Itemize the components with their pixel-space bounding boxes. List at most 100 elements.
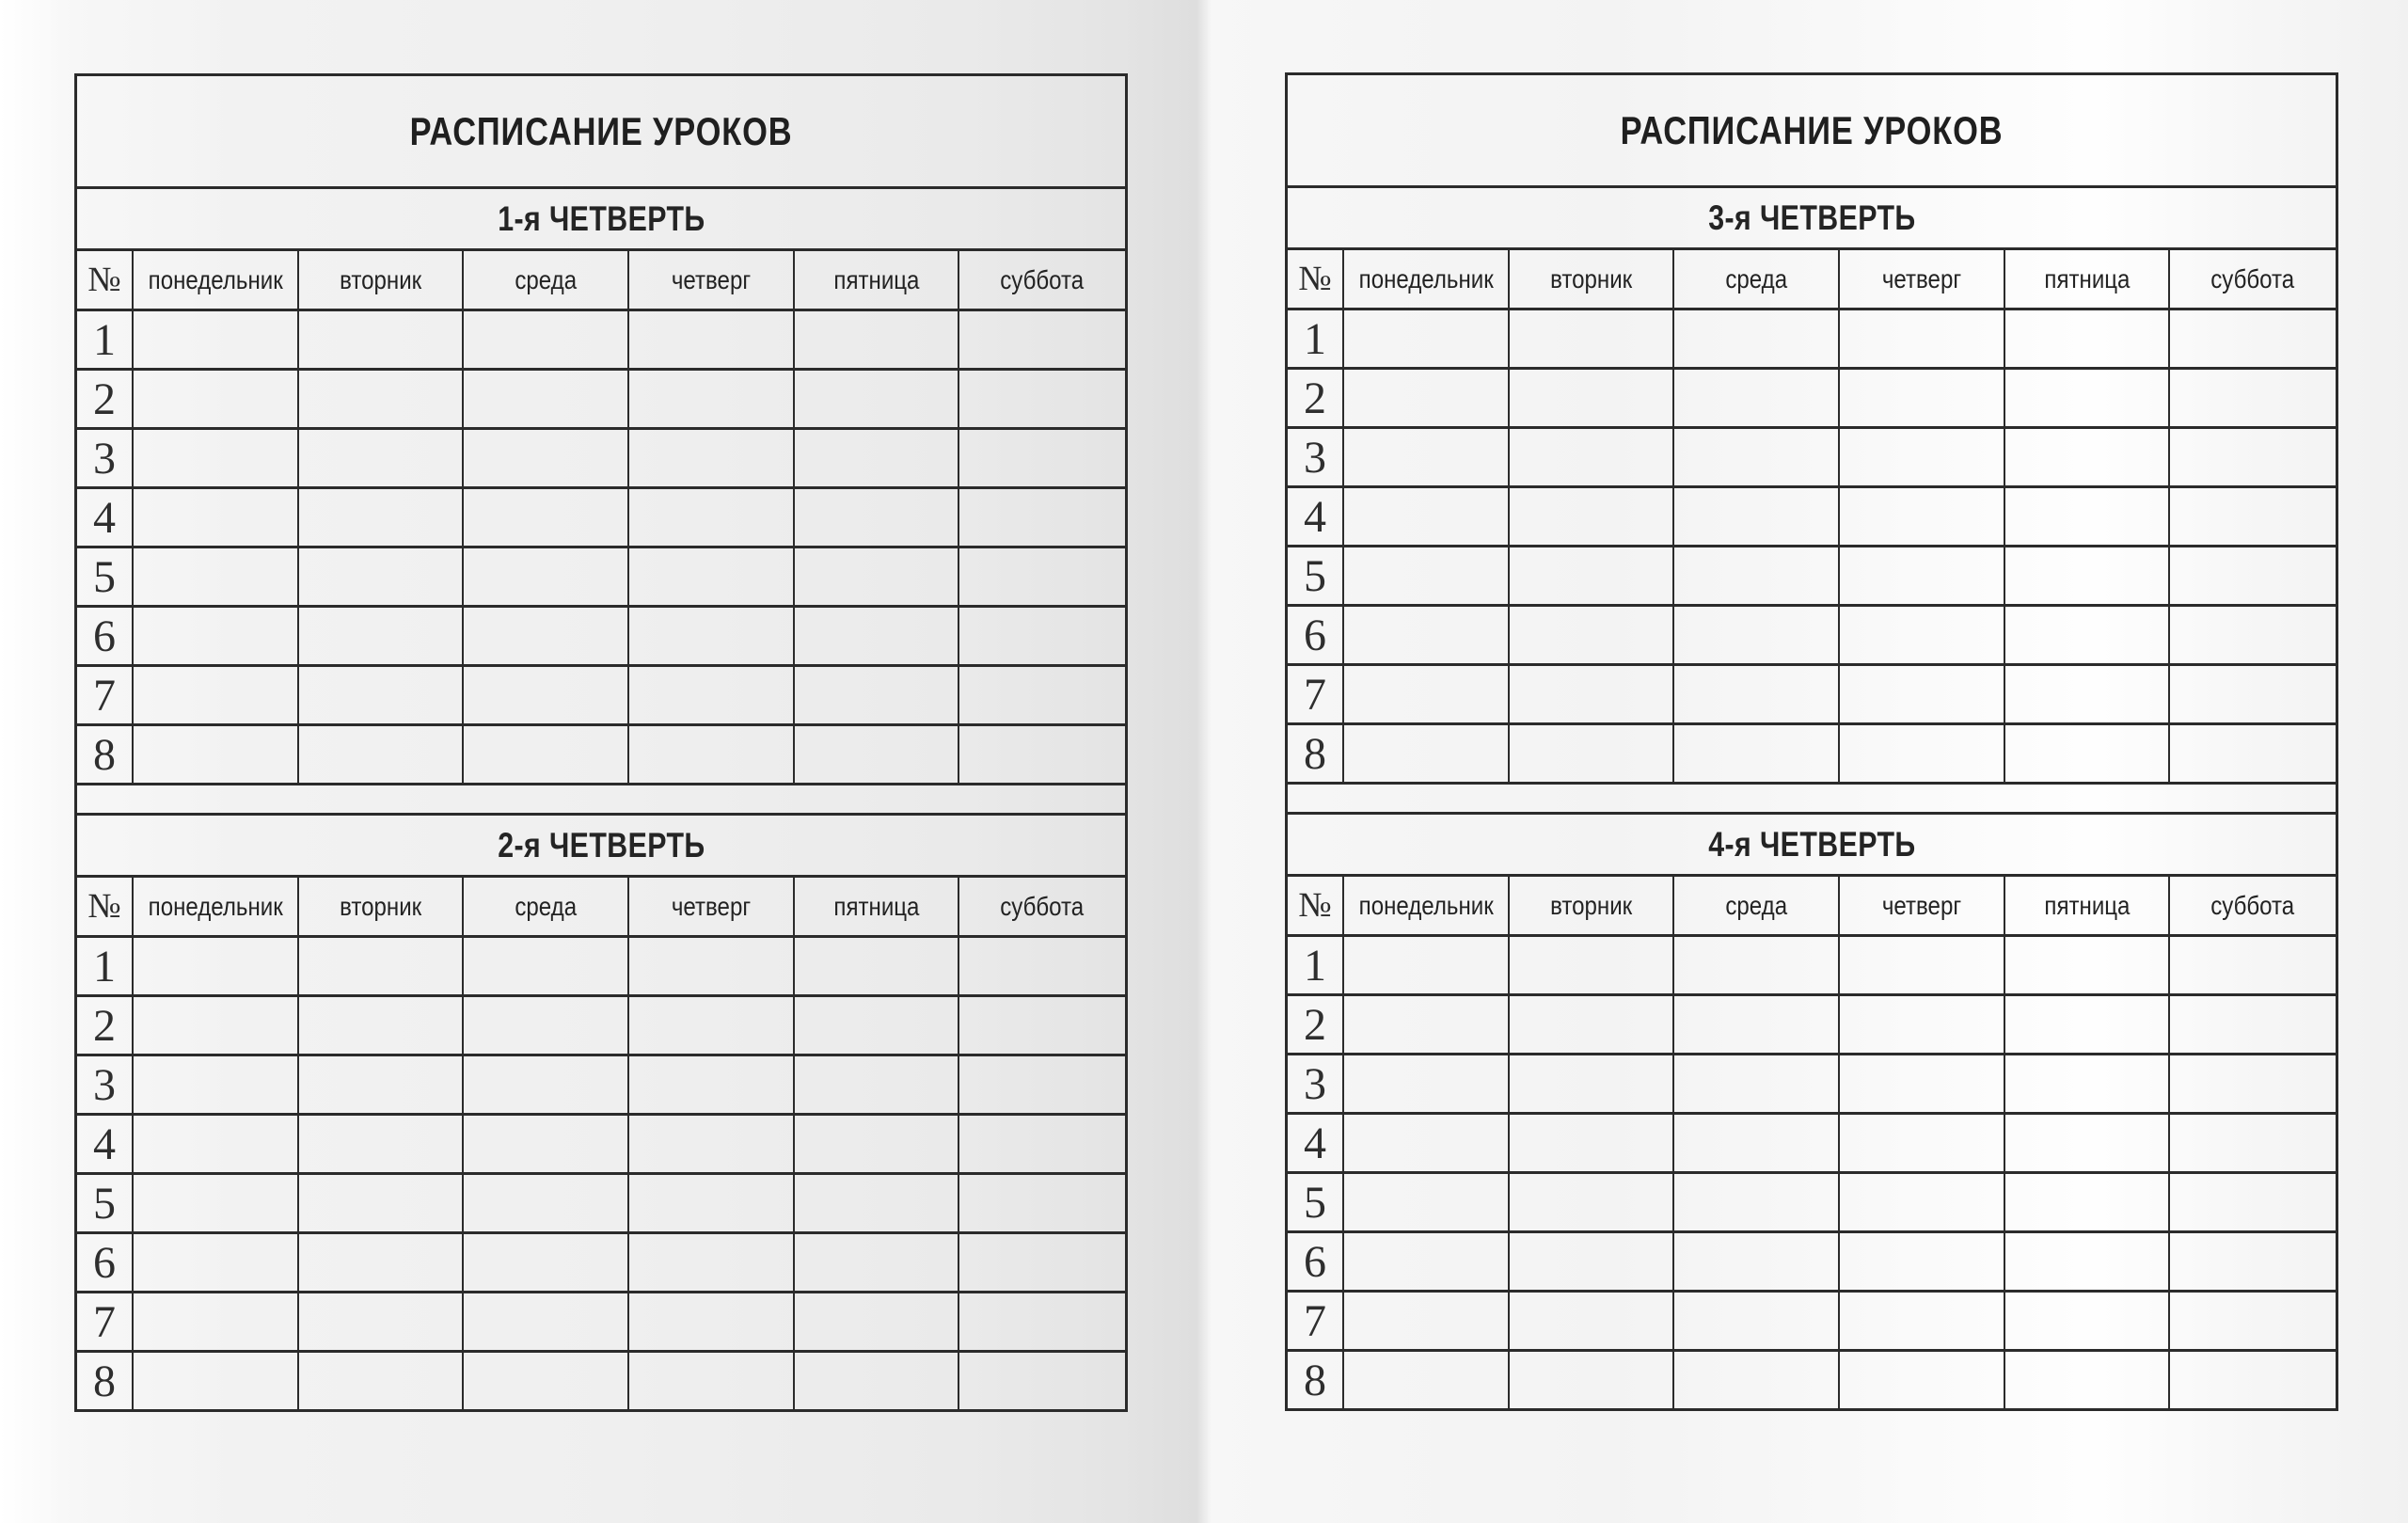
schedule-cell	[959, 1116, 1125, 1172]
schedule-cell	[1510, 429, 1675, 485]
day-header-label: суббота	[1000, 891, 1085, 921]
schedule-cell	[2005, 1115, 2171, 1171]
day-header-cell: пятница	[795, 251, 960, 309]
day-header-label: вторник	[1549, 890, 1633, 920]
lesson-number: 4	[1304, 491, 1326, 542]
schedule-cell	[959, 1353, 1125, 1409]
lesson-number-cell: 1	[77, 311, 134, 368]
day-header-label: понедельник	[148, 891, 283, 921]
day-header-label: суббота	[1000, 264, 1085, 294]
numero-sign: №	[87, 887, 121, 926]
lesson-number: 7	[93, 1296, 116, 1347]
lesson-row: 4	[1288, 488, 2336, 547]
schedule-cell	[795, 1116, 960, 1172]
schedule-cell	[1674, 429, 1840, 485]
schedule-cell	[795, 1056, 960, 1113]
lesson-number: 8	[93, 729, 116, 780]
schedule-cell	[464, 430, 629, 486]
lesson-row: 4	[77, 1116, 1125, 1175]
quarter-title-band: 4-я ЧЕТВЕРТЬ	[1288, 815, 2336, 877]
lesson-number-cell: 8	[77, 1353, 134, 1409]
schedule-cell	[2170, 1233, 2336, 1290]
lesson-row: 6	[77, 1234, 1125, 1293]
schedule-cell	[134, 608, 299, 664]
lesson-number: 7	[93, 670, 116, 721]
day-header-label: вторник	[339, 891, 422, 921]
lesson-number-cell: 2	[77, 997, 134, 1054]
lesson-number-header-cell: №	[77, 878, 134, 935]
schedule-cell	[1344, 429, 1510, 485]
day-header-cell: суббота	[959, 878, 1125, 935]
schedule-cell	[1344, 725, 1510, 782]
schedule-cell	[629, 997, 795, 1054]
lesson-row: 4	[77, 489, 1125, 548]
schedule-cell	[795, 430, 960, 486]
schedule-cell	[1840, 488, 2005, 545]
schedule-cell	[2170, 1115, 2336, 1171]
schedule-cell	[959, 938, 1125, 994]
schedule-cell	[2170, 725, 2336, 782]
day-header-label: среда	[1725, 263, 1788, 293]
schedule-page-right: РАСПИСАНИЕ УРОКОВ 3-я ЧЕТВЕРТЬ № понедельн…	[1285, 72, 2338, 1411]
schedule-cell	[134, 371, 299, 427]
schedule-cell	[299, 726, 465, 783]
schedule-cell	[134, 667, 299, 723]
schedule-cell	[629, 726, 795, 783]
schedule-cell	[795, 608, 960, 664]
schedule-cell	[299, 430, 465, 486]
lesson-number-header-cell: №	[77, 251, 134, 309]
lesson-number: 5	[1304, 1177, 1326, 1228]
schedule-cell	[795, 726, 960, 783]
schedule-cell	[1840, 666, 2005, 722]
schedule-cell	[299, 1056, 465, 1113]
schedule-cell	[2005, 429, 2171, 485]
lesson-number: 2	[1304, 999, 1326, 1050]
lesson-number: 1	[1304, 313, 1326, 364]
schedule-cell	[2170, 1293, 2336, 1349]
day-header-cell: среда	[464, 251, 629, 309]
lesson-number: 3	[1304, 1058, 1326, 1109]
schedule-cell	[464, 371, 629, 427]
schedule-cell	[2170, 666, 2336, 722]
schedule-cell	[1344, 1233, 1510, 1290]
schedule-cell	[1674, 725, 1840, 782]
schedule-cell	[795, 1234, 960, 1291]
day-header-row: № понедельник вторник среда четверг пятница су…	[77, 878, 1125, 938]
lesson-number-cell: 6	[77, 608, 134, 664]
schedule-cell	[1510, 725, 1675, 782]
lesson-number-cell: 3	[77, 430, 134, 486]
day-header-cell: понедельник	[1344, 250, 1510, 308]
lesson-number-cell: 7	[77, 1293, 134, 1350]
lesson-number: 5	[93, 1178, 116, 1229]
schedule-cell	[795, 311, 960, 368]
schedule-cell	[299, 608, 465, 664]
schedule-cell	[134, 1116, 299, 1172]
sheet-title-band: РАСПИСАНИЕ УРОКОВ	[77, 76, 1125, 189]
schedule-cell	[299, 1234, 465, 1291]
lesson-number-cell: 5	[1288, 1174, 1344, 1230]
schedule-cell	[2005, 996, 2171, 1053]
numero-sign: №	[1298, 260, 1332, 298]
schedule-cell	[2170, 370, 2336, 426]
lesson-row: 3	[1288, 1055, 2336, 1115]
lesson-number-cell: 2	[77, 371, 134, 427]
schedule-cell	[959, 608, 1125, 664]
lesson-number-cell: 7	[1288, 666, 1344, 722]
schedule-cell	[1674, 1293, 1840, 1349]
schedule-cell	[2005, 1352, 2171, 1408]
day-header-label: понедельник	[1358, 890, 1494, 920]
day-header-cell: суббота	[959, 251, 1125, 309]
day-header-label: среда	[515, 264, 578, 294]
schedule-cell	[2005, 607, 2171, 663]
schedule-cell	[1510, 996, 1675, 1053]
schedule-cell	[1344, 996, 1510, 1053]
schedule-cell	[1840, 1352, 2005, 1408]
lesson-number: 7	[1304, 1295, 1326, 1346]
schedule-cell	[464, 1056, 629, 1113]
lesson-number-cell: 6	[77, 1234, 134, 1291]
lesson-number-cell: 3	[1288, 429, 1344, 485]
schedule-cell	[2170, 310, 2336, 367]
day-header-label: четверг	[671, 264, 751, 294]
schedule-cell	[795, 489, 960, 546]
schedule-cell	[959, 1293, 1125, 1350]
